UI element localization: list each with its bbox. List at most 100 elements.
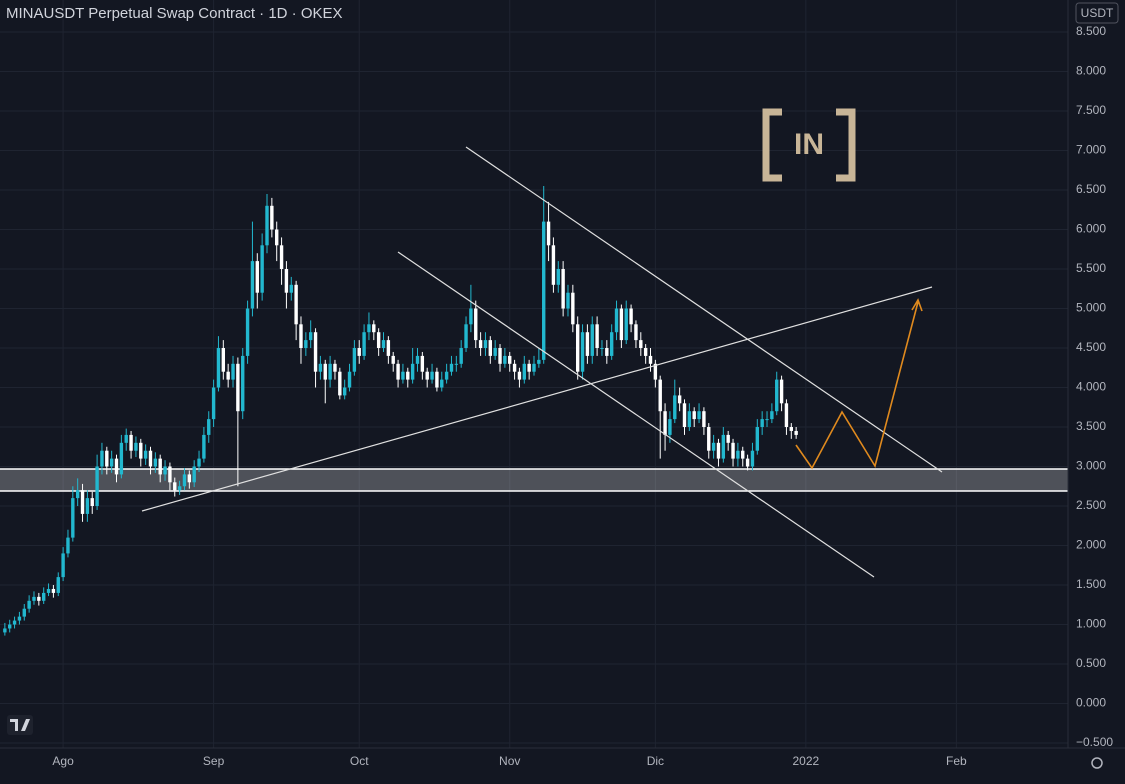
candle-body: [459, 348, 463, 364]
candle-body: [90, 498, 94, 507]
candle-body: [512, 363, 517, 372]
candle-body: [80, 490, 85, 514]
settings-icon[interactable]: [1091, 757, 1103, 769]
candle-body: [367, 324, 371, 333]
candle-body: [333, 363, 337, 372]
candle-body: [537, 359, 541, 364]
candle-body: [177, 486, 182, 491]
y-tick-label: 7.000: [1076, 143, 1106, 157]
chart-title: MINAUSDT Perpetual Swap Contract · 1D · …: [6, 5, 343, 22]
candle-body: [609, 332, 614, 356]
candle-body: [430, 371, 434, 380]
candle-body: [415, 355, 420, 364]
candle-body: [308, 332, 313, 341]
y-tick-label: 8.500: [1076, 24, 1106, 38]
candle-body: [425, 371, 429, 380]
candle-body: [401, 371, 405, 380]
x-tick-label: Ago: [52, 754, 74, 768]
candle-body: [275, 229, 279, 246]
currency-label: USDT: [1081, 6, 1114, 20]
candle-body: [498, 348, 502, 364]
tv-logo: [7, 715, 33, 735]
candle-body: [629, 308, 633, 325]
candle-body: [197, 458, 201, 467]
grid: [0, 0, 1068, 748]
trend-line: [465, 146, 943, 473]
candle-body: [658, 379, 662, 412]
candle-body: [527, 363, 531, 372]
candle-body: [493, 348, 497, 356]
candle-body: [391, 355, 395, 364]
candle-body: [17, 616, 22, 621]
candle-body: [687, 411, 692, 428]
candle-body: [362, 332, 366, 356]
candle-body: [51, 588, 56, 593]
y-tick-label: 8.000: [1076, 64, 1106, 78]
candle-body: [207, 419, 211, 435]
currency-badge[interactable]: [1075, 2, 1119, 24]
y-tick-label: 7.500: [1076, 103, 1106, 117]
candle-body: [241, 355, 245, 412]
support-zone: [0, 469, 1068, 491]
candle-body: [381, 340, 386, 349]
candle-body: [420, 355, 425, 372]
candle-body: [347, 371, 352, 388]
logo-bracket: [762, 108, 782, 182]
candle-body: [546, 221, 551, 246]
candle-body: [352, 348, 357, 372]
candle-body: [3, 628, 7, 633]
candle-body: [71, 498, 75, 538]
candle-body: [580, 332, 585, 372]
candle-body: [61, 553, 65, 578]
candle-body: [372, 324, 376, 333]
candle-body: [677, 395, 682, 404]
candle-body: [542, 221, 546, 360]
x-tick-label: Dic: [647, 754, 664, 768]
candle-body: [508, 355, 512, 364]
candle-body: [37, 596, 41, 601]
candle-body: [100, 450, 104, 467]
tv-logo-mark: [10, 719, 30, 731]
candle-body: [755, 427, 760, 451]
y-tick-label: 1.000: [1076, 617, 1106, 631]
y-tick-label: −0.500: [1076, 735, 1113, 749]
candle-body: [750, 450, 755, 467]
candle-body: [187, 474, 192, 483]
candle-body: [600, 348, 604, 350]
candle-body: [532, 363, 536, 372]
candle-body: [595, 324, 599, 349]
candle-body: [474, 308, 478, 341]
x-tick-label: Oct: [350, 754, 369, 768]
candle-body: [522, 363, 526, 380]
candle-body: [109, 458, 114, 467]
candle-body: [503, 355, 507, 364]
candle-body: [469, 308, 473, 325]
candle-body: [707, 427, 711, 451]
candle-body: [41, 592, 46, 601]
trend-line: [141, 286, 933, 512]
candle-body: [556, 269, 560, 285]
candle-body: [619, 308, 624, 341]
candle-body: [736, 450, 740, 459]
candle-body: [357, 348, 361, 356]
candles: [3, 186, 798, 636]
candle-body: [590, 324, 594, 356]
candle-body: [648, 355, 653, 364]
candle-body: [313, 332, 318, 372]
candle-body: [158, 458, 162, 475]
candle-body: [173, 482, 177, 491]
candle-body: [745, 458, 750, 467]
candle-body: [323, 363, 327, 380]
candle-body: [663, 411, 667, 435]
candle-body: [284, 269, 289, 293]
candle-body: [721, 434, 726, 459]
candle-body: [27, 600, 31, 609]
candle-body: [464, 324, 468, 349]
tv-logo-bg: [7, 715, 33, 735]
candle-body: [216, 348, 221, 388]
y-tick-label: 0.500: [1076, 656, 1106, 670]
candle-body: [585, 332, 590, 356]
candle-body: [605, 348, 609, 356]
candle-body: [517, 371, 522, 380]
y-tick-label: 2.500: [1076, 498, 1106, 512]
